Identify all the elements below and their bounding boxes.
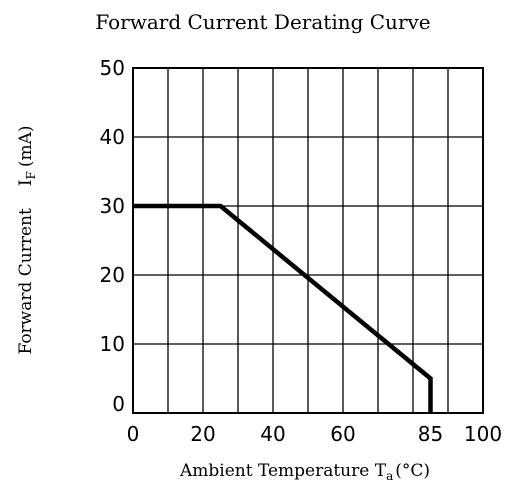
y-axis-label: Forward Current IF (mA) (16, 125, 38, 354)
y-tick-label: 50 (100, 56, 125, 80)
x-axis-label: Ambient Temperature Ta (°C) (179, 461, 430, 483)
x-tick-label: 100 (464, 422, 502, 446)
x-axis-label-text: Ambient Temperature (179, 461, 369, 481)
y-axis-subscript: F (24, 171, 38, 179)
y-tick-label: 0 (112, 392, 125, 416)
x-axis-unit: (°C) (395, 461, 430, 481)
y-axis-unit: (mA) (16, 125, 36, 167)
y-axis-tick-labels: 0 10 20 30 40 50 (100, 56, 125, 416)
x-tick-label: 60 (330, 422, 355, 446)
chart-title: Forward Current Derating Curve (95, 10, 430, 34)
x-tick-label: 85 (418, 422, 443, 446)
y-tick-label: 40 (100, 125, 125, 149)
plot-frame (132, 67, 484, 414)
x-axis-subscript: a (386, 469, 393, 483)
data-series (133, 203, 433, 413)
y-tick-label: 20 (100, 263, 125, 287)
x-axis-tick-labels: 0 20 40 60 85 100 (127, 422, 502, 446)
x-axis-symbol: T (375, 461, 387, 481)
y-tick-label: 30 (100, 194, 125, 218)
derating-curve-line (133, 203, 433, 413)
x-tick-label: 0 (127, 422, 140, 446)
y-axis-label-text: Forward Current (16, 208, 36, 355)
plot-grid (132, 67, 484, 414)
y-axis-symbol: I (16, 179, 36, 186)
x-tick-label: 20 (190, 422, 215, 446)
x-tick-label: 40 (260, 422, 285, 446)
y-tick-label: 10 (100, 332, 125, 356)
